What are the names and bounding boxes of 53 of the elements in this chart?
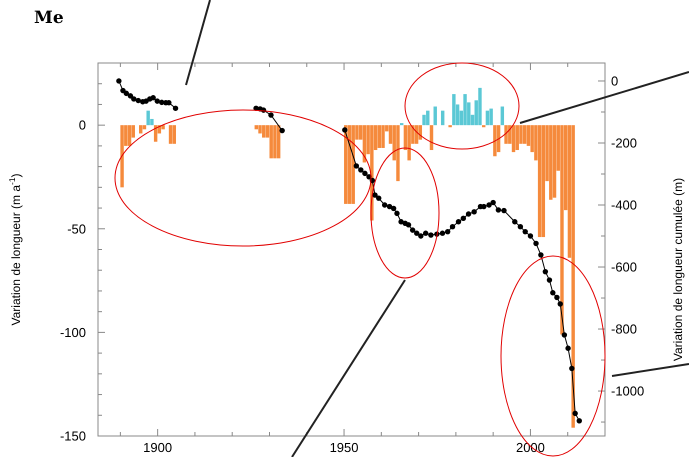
bar <box>146 110 150 126</box>
y2-tick-label: -600 <box>611 260 638 275</box>
bar <box>493 125 497 156</box>
bar <box>522 125 526 144</box>
y-tick-label: 0 <box>78 118 86 133</box>
bar <box>142 125 146 130</box>
bar <box>414 125 418 144</box>
bar <box>168 125 172 144</box>
bar <box>407 125 411 160</box>
x-tick-label: 1900 <box>143 440 172 455</box>
y2-tick-label: -1000 <box>611 384 644 399</box>
y2-tick-label: -400 <box>611 198 638 213</box>
bar <box>352 125 355 204</box>
bar <box>378 125 382 148</box>
y-tick-label: -100 <box>60 324 86 340</box>
x-tick-label: 1950 <box>330 440 359 455</box>
bar <box>161 125 165 130</box>
bar <box>422 114 426 126</box>
chart-title: Me <box>34 8 64 28</box>
bar <box>426 110 430 126</box>
bar <box>154 125 158 142</box>
bar <box>504 125 508 144</box>
bar <box>500 106 504 126</box>
bar <box>381 125 385 148</box>
bar <box>269 125 273 158</box>
y2-tick-label: -200 <box>611 135 638 150</box>
bar <box>172 125 176 144</box>
bar <box>254 125 258 130</box>
bar <box>396 125 400 182</box>
bar <box>440 110 444 126</box>
y2-axis-title: Variation de longueur cumulée (m) <box>671 178 685 362</box>
bar <box>418 125 422 140</box>
y-tick-label: -50 <box>67 221 86 236</box>
bar <box>362 125 366 162</box>
bar <box>538 125 542 238</box>
y2-tick-label: 0 <box>611 73 618 88</box>
bar <box>542 125 546 238</box>
bar <box>549 125 553 200</box>
bar <box>463 94 467 126</box>
bar <box>489 108 493 126</box>
bar <box>452 94 456 126</box>
bar <box>434 106 437 126</box>
bar <box>486 110 490 126</box>
bar <box>496 125 500 152</box>
y-tick-label: -150 <box>60 428 86 444</box>
bar <box>128 125 132 146</box>
bar <box>516 125 519 150</box>
bar <box>120 125 124 188</box>
bar <box>273 125 277 158</box>
bar <box>276 125 280 158</box>
bar <box>139 125 142 134</box>
bar <box>262 125 266 138</box>
y2-tick-label: -800 <box>611 322 638 337</box>
